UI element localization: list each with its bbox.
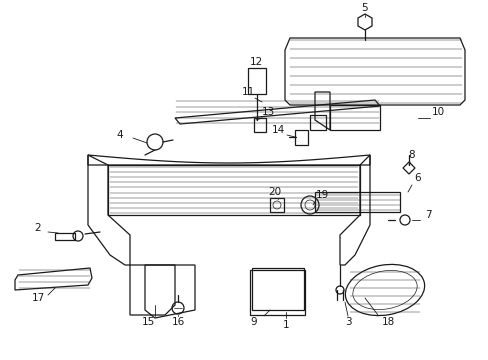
Text: 18: 18 <box>381 317 394 327</box>
Bar <box>251 268 304 310</box>
Text: 13: 13 <box>261 107 274 117</box>
Text: 15: 15 <box>141 317 154 327</box>
Text: 6: 6 <box>414 173 421 183</box>
Text: 1: 1 <box>282 320 289 330</box>
Text: 20: 20 <box>268 187 281 197</box>
Text: 14: 14 <box>271 125 284 135</box>
Text: 2: 2 <box>35 223 41 233</box>
Text: 8: 8 <box>408 150 414 160</box>
Bar <box>55 233 75 240</box>
Text: 12: 12 <box>249 57 262 67</box>
Text: 4: 4 <box>117 130 123 140</box>
Text: 11: 11 <box>241 87 254 97</box>
Bar <box>249 270 305 315</box>
Text: 5: 5 <box>361 3 367 13</box>
Text: 9: 9 <box>250 317 257 327</box>
Text: 17: 17 <box>31 293 44 303</box>
Text: 16: 16 <box>171 317 184 327</box>
Text: 7: 7 <box>424 210 430 220</box>
Bar <box>253 118 265 132</box>
Text: 10: 10 <box>430 107 444 117</box>
Text: 3: 3 <box>344 317 350 327</box>
Bar <box>269 198 284 212</box>
Text: 19: 19 <box>315 190 328 200</box>
Bar <box>247 68 265 94</box>
